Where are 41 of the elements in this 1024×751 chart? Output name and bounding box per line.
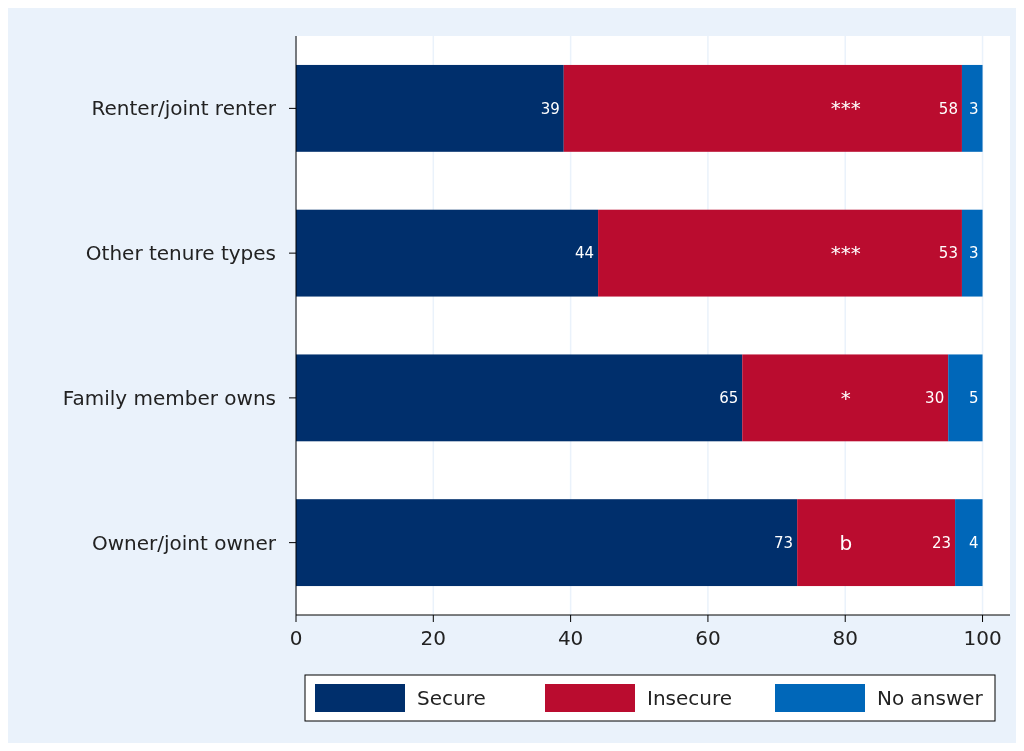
bar [797,499,956,587]
bar [948,354,983,442]
data-label: 3 [968,99,979,118]
data-label: 44 [574,244,595,263]
data-label: 30 [925,389,945,408]
data-label: 23 [931,533,952,552]
legend-label: No answer [877,686,984,710]
bar [598,209,962,297]
y-tick-label: Other tenure types [85,241,276,266]
data-label: 73 [774,533,794,552]
y-tick-label: Owner/joint owner [91,530,277,555]
data-label: 58 [938,99,958,118]
y-tick-label: Renter/joint renter [91,96,277,121]
bar [955,499,983,587]
annotation: *** [830,96,861,121]
bar [296,64,564,152]
data-label: 39 [540,99,560,118]
bar [961,209,983,297]
x-tick-label: 80 [832,626,858,650]
annotation: b [839,530,853,555]
legend-label: Secure [417,686,486,710]
x-tick-label: 100 [963,626,1002,650]
bar [296,499,798,587]
x-tick-label: 20 [420,626,447,650]
data-label: 53 [938,244,958,263]
bar [961,64,983,152]
bar [296,209,599,297]
x-tick-label: 0 [289,626,303,650]
data-label: 5 [968,389,979,408]
bar [563,64,962,152]
annotation: * [840,385,851,410]
legend-label: Insecure [647,686,733,710]
annotation: *** [830,241,861,266]
data-label: 65 [719,389,739,408]
bar [296,354,743,442]
y-tick-label: Family member owns [62,385,276,410]
x-tick-label: 60 [695,626,721,650]
bar [742,354,949,442]
x-tick-label: 40 [557,626,584,650]
data-label: 4 [968,533,979,552]
data-label: 3 [968,244,979,263]
